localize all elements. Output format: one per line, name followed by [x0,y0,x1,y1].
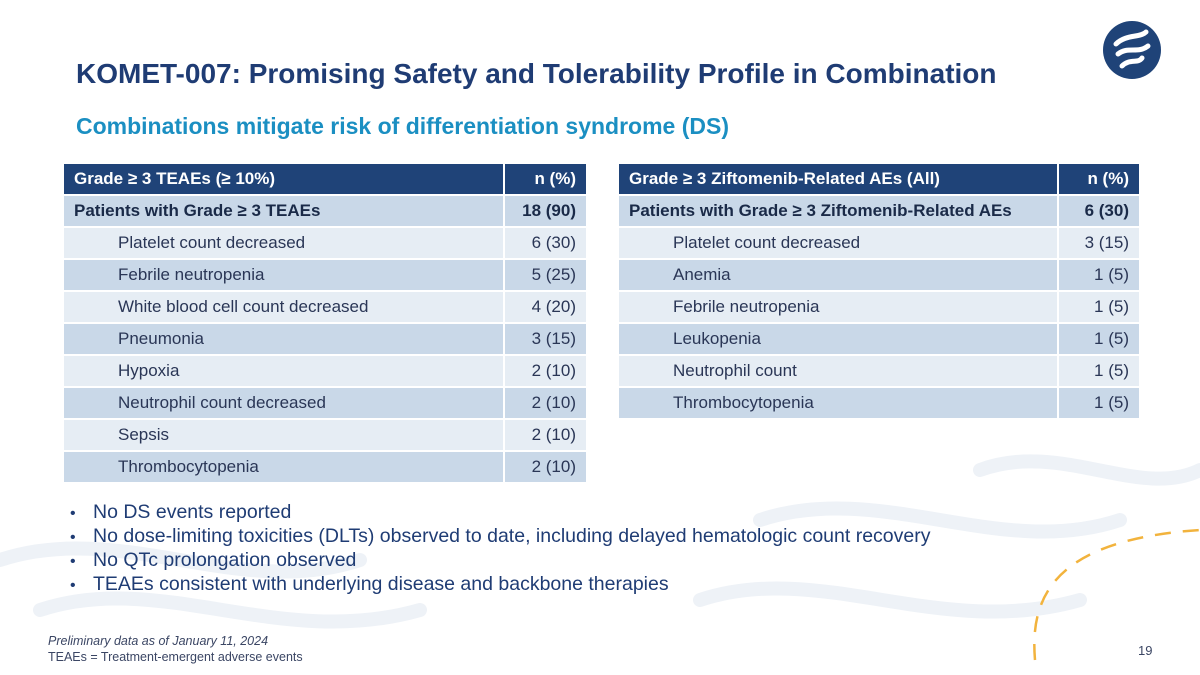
abbreviation-note: TEAEs = Treatment-emergent adverse event… [48,650,303,664]
event-count: 2 (10) [503,450,588,484]
event-name: Pneumonia [62,322,505,356]
event-count: 5 (25) [503,258,588,292]
decorative-dashed-arc [1033,528,1200,661]
footnote: Preliminary data as of January 11, 2024 … [48,633,303,665]
data-cutoff-note: Preliminary data as of January 11, 2024 [48,634,269,648]
bullet-icon: • [70,529,76,546]
event-count: 2 (10) [503,418,588,452]
ziftomenib-related-ae-table: Grade ≥ 3 Ziftomenib-Related AEs (All) n… [617,162,1141,420]
bullet-text: No QTc prolongation observed [93,549,357,571]
table-row: Platelet count decreased 6 (30) [62,226,588,260]
slide-title: KOMET-007: Promising Safety and Tolerabi… [76,58,997,89]
event-count: 6 (30) [503,226,588,260]
column-header-event: Grade ≥ 3 Ziftomenib-Related AEs (All) [617,162,1059,196]
table-row: Leukopenia 1 (5) [617,322,1141,356]
list-item: • TEAEs consistent with underlying diseas… [70,572,930,596]
table-row: Hypoxia 2 (10) [62,354,588,388]
total-label: Patients with Grade ≥ 3 TEAEs [62,194,505,228]
bullet-icon: • [70,505,76,522]
event-name: Thrombocytopenia [617,386,1059,420]
event-count: 1 (5) [1057,386,1141,420]
bullet-text: No dose-limiting toxicities (DLTs) obser… [93,525,931,547]
table-row: Thrombocytopenia 1 (5) [617,386,1141,420]
event-name: Platelet count decreased [617,226,1059,260]
table-header-row: Grade ≥ 3 Ziftomenib-Related AEs (All) n… [617,162,1141,196]
event-count: 1 (5) [1057,290,1141,324]
event-count: 2 (10) [503,386,588,420]
event-name: Platelet count decreased [62,226,505,260]
event-name: Neutrophil count [617,354,1059,388]
list-item: • No DS events reported [70,500,930,524]
table-total-row: Patients with Grade ≥ 3 Ziftomenib-Relat… [617,194,1141,228]
table-header-row: Grade ≥ 3 TEAEs (≥ 10%) n (%) [62,162,588,196]
table-row: Neutrophil count decreased 2 (10) [62,386,588,420]
event-name: Thrombocytopenia [62,450,505,484]
table-row: Neutrophil count 1 (5) [617,354,1141,388]
slide-subtitle: Combinations mitigate risk of differenti… [76,113,730,139]
event-name: White blood cell count decreased [62,290,505,324]
table-row: Febrile neutropenia 1 (5) [617,290,1141,324]
table-row: Sepsis 2 (10) [62,418,588,452]
table-total-row: Patients with Grade ≥ 3 TEAEs 18 (90) [62,194,588,228]
table-row: White blood cell count decreased 4 (20) [62,290,588,324]
table-row: Thrombocytopenia 2 (10) [62,450,588,484]
event-name: Leukopenia [617,322,1059,356]
event-name: Sepsis [62,418,505,452]
total-label: Patients with Grade ≥ 3 Ziftomenib-Relat… [617,194,1059,228]
event-name: Anemia [617,258,1059,292]
grade3-teae-table: Grade ≥ 3 TEAEs (≥ 10%) n (%) Patients w… [62,162,588,484]
page-number: 19 [1138,643,1153,658]
table-row: Febrile neutropenia 5 (25) [62,258,588,292]
event-count: 3 (15) [1057,226,1141,260]
event-name: Febrile neutropenia [617,290,1059,324]
event-count: 2 (10) [503,354,588,388]
event-count: 1 (5) [1057,322,1141,356]
key-findings-list: • No DS events reported • No dose-limiting… [70,500,930,596]
table-row: Pneumonia 3 (15) [62,322,588,356]
event-count: 3 (15) [503,322,588,356]
column-header-n-percent: n (%) [503,162,588,196]
bullet-icon: • [70,577,76,594]
table-row: Anemia 1 (5) [617,258,1141,292]
event-name: Febrile neutropenia [62,258,505,292]
bullet-text: No DS events reported [93,501,292,523]
event-count: 1 (5) [1057,354,1141,388]
bullet-text: TEAEs consistent with underlying disease… [93,573,669,595]
total-value: 6 (30) [1057,194,1141,228]
column-header-event: Grade ≥ 3 TEAEs (≥ 10%) [62,162,505,196]
company-logo-icon [1103,21,1161,79]
total-value: 18 (90) [503,194,588,228]
event-name: Neutrophil count decreased [62,386,505,420]
list-item: • No dose-limiting toxicities (DLTs) obse… [70,524,930,548]
event-count: 1 (5) [1057,258,1141,292]
bullet-icon: • [70,553,76,570]
column-header-n-percent: n (%) [1057,162,1141,196]
event-name: Hypoxia [62,354,505,388]
list-item: • No QTc prolongation observed [70,548,930,572]
event-count: 4 (20) [503,290,588,324]
table-row: Platelet count decreased 3 (15) [617,226,1141,260]
